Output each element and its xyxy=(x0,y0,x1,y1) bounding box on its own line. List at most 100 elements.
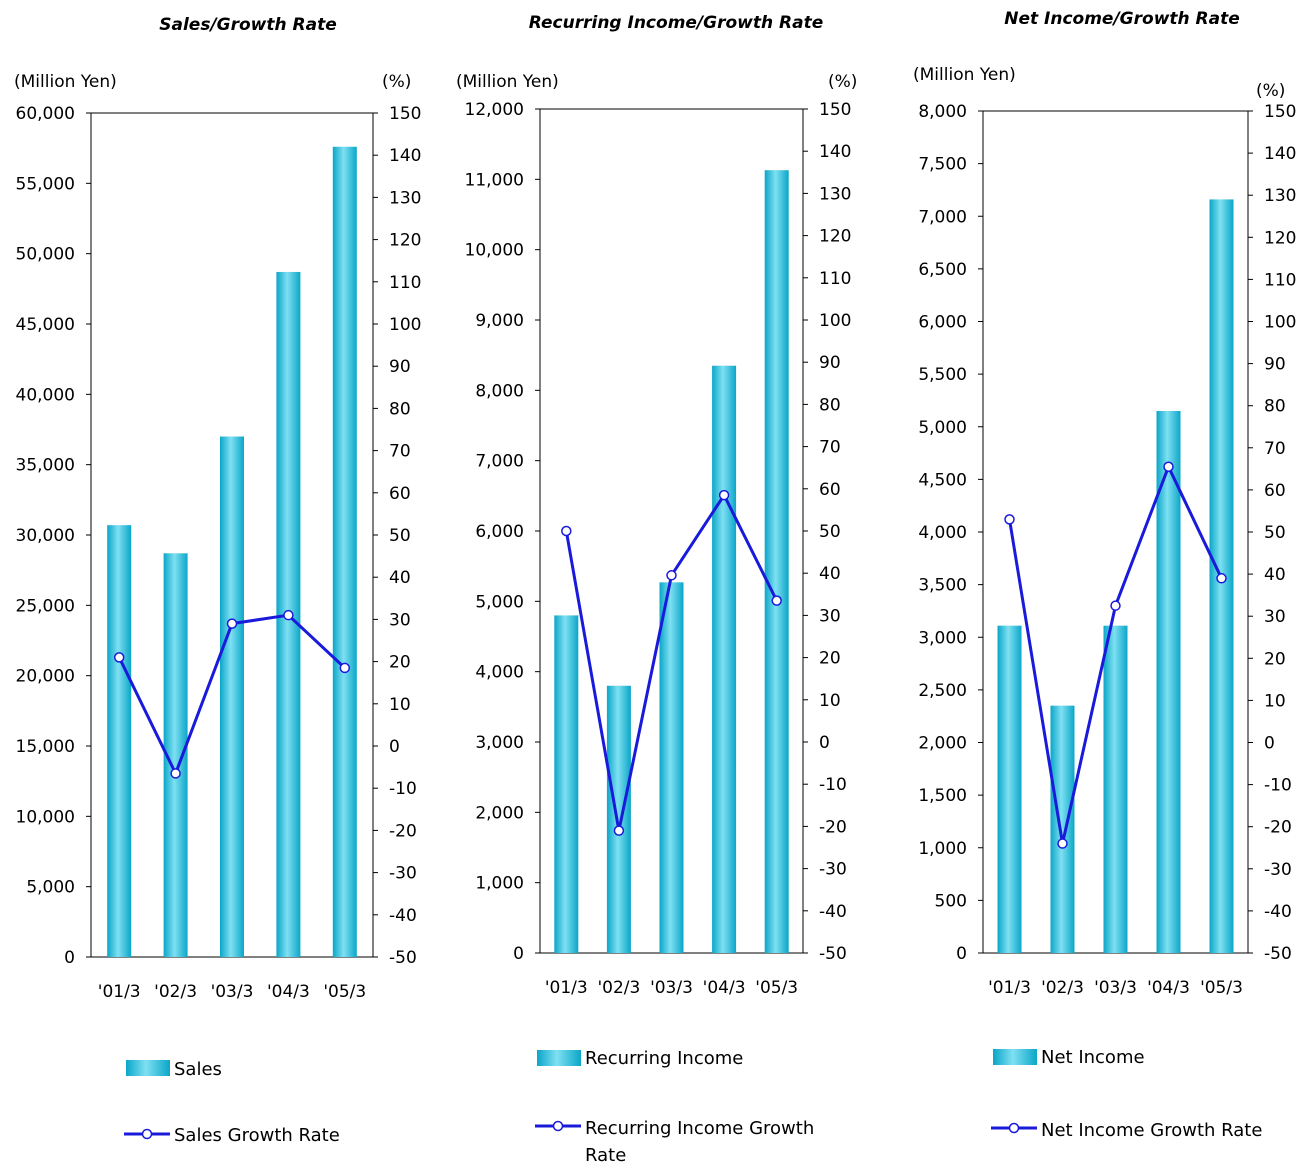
right-tick-label: -40 xyxy=(1264,902,1292,922)
right-tick-label: 10 xyxy=(819,691,841,711)
bar xyxy=(332,146,357,957)
right-tick-label: 120 xyxy=(1264,228,1296,248)
right-tick-label: 60 xyxy=(1264,481,1286,501)
right-tick-label: -40 xyxy=(389,906,417,926)
data-point xyxy=(339,662,351,674)
chart-title: Sales/Growth Rate xyxy=(159,15,337,35)
left-tick-label: 25,000 xyxy=(16,596,75,616)
left-tick-label: 15,000 xyxy=(16,737,75,757)
bar xyxy=(997,625,1022,953)
x-tick-label: '02/3 xyxy=(597,978,640,998)
left-tick-label: 4,000 xyxy=(918,523,967,543)
data-point xyxy=(1057,838,1068,849)
left-tick-label: 40,000 xyxy=(16,385,75,405)
right-tick-label: 150 xyxy=(819,100,851,120)
right-tick-label: 130 xyxy=(1264,186,1296,206)
right-axis-unit: (%) xyxy=(1256,81,1285,101)
left-tick-label: 8,000 xyxy=(475,381,524,401)
right-tick-label: 120 xyxy=(819,227,851,247)
bar xyxy=(606,685,631,953)
right-tick-label: -10 xyxy=(389,779,417,799)
left-tick-label: 1,000 xyxy=(918,839,967,859)
data-point xyxy=(561,525,572,537)
left-tick-label: 1,000 xyxy=(475,874,524,894)
right-tick-label: 0 xyxy=(389,737,400,757)
right-tick-label: 130 xyxy=(389,188,421,208)
right-tick-label: -30 xyxy=(1264,860,1292,880)
left-tick-label: 5,500 xyxy=(918,365,967,385)
right-tick-label: 50 xyxy=(1264,523,1286,543)
right-tick-label: 90 xyxy=(1264,355,1286,375)
right-tick-label: 100 xyxy=(389,315,421,335)
left-tick-label: 7,000 xyxy=(918,207,967,227)
left-tick-label: 2,000 xyxy=(918,734,967,754)
right-tick-label: 140 xyxy=(819,142,851,162)
x-tick-label: '01/3 xyxy=(98,982,141,1002)
bar xyxy=(1156,410,1181,953)
data-point xyxy=(1163,461,1174,472)
data-point xyxy=(666,570,677,581)
right-tick-label: -50 xyxy=(1264,944,1292,964)
right-tick-label: 50 xyxy=(389,526,411,546)
right-tick-label: 100 xyxy=(1264,313,1296,333)
x-tick-label: '05/3 xyxy=(755,978,798,998)
legend-line-label: Net Income Growth Rate xyxy=(1041,1120,1262,1141)
recurring-income-chart: Recurring Income/Growth Rate (Million Yen… xyxy=(456,13,857,1162)
data-point xyxy=(1110,600,1121,611)
legend-bar-swatch xyxy=(993,1049,1037,1065)
left-axis-unit: (Million Yen) xyxy=(913,65,1016,85)
data-point xyxy=(1004,514,1015,525)
right-tick-label: 10 xyxy=(1264,691,1286,711)
right-tick-label: 80 xyxy=(1264,397,1286,417)
legend-bar-swatch xyxy=(537,1050,581,1066)
left-tick-label: 6,500 xyxy=(918,260,967,280)
right-tick-label: 80 xyxy=(389,399,411,419)
bar xyxy=(107,525,132,957)
right-tick-label: -20 xyxy=(389,821,417,841)
left-tick-label: 500 xyxy=(935,891,967,911)
legend-bar-swatch xyxy=(126,1060,170,1076)
left-tick-label: 2,000 xyxy=(475,803,524,823)
left-tick-label: 12,000 xyxy=(465,100,524,120)
left-tick-label: 7,000 xyxy=(475,452,524,472)
x-tick-label: '04/3 xyxy=(1147,978,1190,998)
right-tick-label: 30 xyxy=(389,610,411,630)
left-tick-label: 11,000 xyxy=(465,170,524,190)
x-tick-label: '05/3 xyxy=(323,982,366,1002)
left-tick-label: 30,000 xyxy=(16,526,75,546)
left-tick-label: 4,000 xyxy=(475,663,524,683)
legend-bar-label: Net Income xyxy=(1041,1047,1145,1068)
left-tick-label: 20,000 xyxy=(16,667,75,687)
right-tick-label: 110 xyxy=(1264,270,1296,290)
right-tick-label: 80 xyxy=(819,395,841,415)
left-tick-label: 0 xyxy=(956,944,967,964)
right-tick-label: 20 xyxy=(1264,649,1286,669)
x-tick-label: '04/3 xyxy=(703,978,746,998)
bar xyxy=(1050,705,1075,953)
legend-bar-label: Recurring Income xyxy=(585,1048,743,1069)
right-tick-label: 150 xyxy=(1264,102,1296,122)
chart-title: Recurring Income/Growth Rate xyxy=(529,13,823,33)
legend-line-marker xyxy=(552,1120,564,1132)
data-point xyxy=(771,595,782,606)
left-tick-label: 10,000 xyxy=(465,241,524,261)
left-axis-unit: (Million Yen) xyxy=(14,72,117,92)
left-tick-label: 0 xyxy=(513,944,524,964)
legend-line-label: Recurring Income Growth Rate xyxy=(585,1118,814,1162)
left-tick-label: 35,000 xyxy=(16,456,75,476)
x-tick-label: '03/3 xyxy=(211,982,254,1002)
right-tick-label: 150 xyxy=(389,104,421,124)
right-tick-label: 70 xyxy=(389,442,411,462)
right-tick-label: 30 xyxy=(819,606,841,626)
right-tick-label: -40 xyxy=(819,902,847,922)
left-tick-label: 10,000 xyxy=(16,807,75,827)
net-income-chart: Net Income/Growth Rate (Million Yen) (%) 0 5… xyxy=(913,9,1296,1141)
left-tick-label: 8,000 xyxy=(918,102,967,122)
data-point xyxy=(283,609,294,621)
right-tick-label: 60 xyxy=(819,480,841,500)
right-tick-label: -10 xyxy=(1264,776,1292,796)
left-tick-label: 5,000 xyxy=(475,592,524,612)
left-tick-label: 0 xyxy=(64,948,75,968)
right-tick-label: -50 xyxy=(819,944,847,964)
right-tick-label: 130 xyxy=(819,184,851,204)
